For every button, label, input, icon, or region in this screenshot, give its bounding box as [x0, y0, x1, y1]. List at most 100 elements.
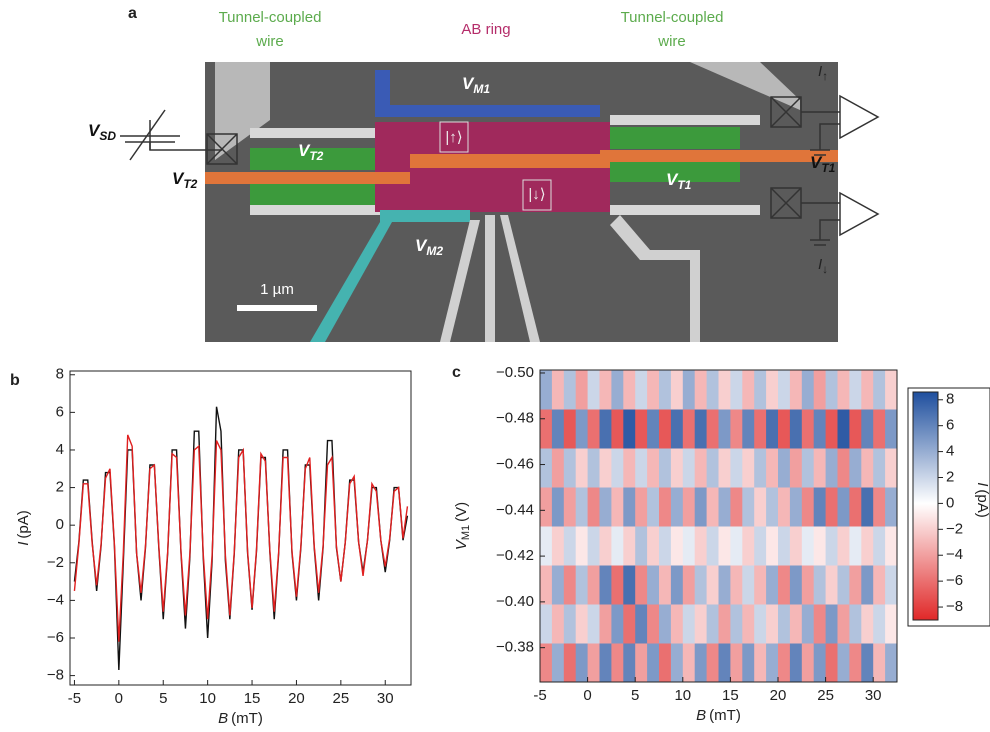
heat-cell [766, 487, 778, 527]
heat-cell [885, 526, 897, 566]
heat-cell [802, 370, 814, 410]
heat-cell [742, 370, 754, 410]
y-tick-label: −0.50 [496, 364, 534, 381]
heat-cell [730, 526, 742, 566]
heat-cell [588, 487, 600, 527]
axis-label: I(pA) [15, 510, 32, 546]
heat-cell [552, 487, 564, 527]
heat-cell [540, 448, 552, 488]
heat-cell [849, 448, 861, 488]
heat-cell [659, 526, 671, 566]
heat-cell [719, 370, 731, 410]
heat-cell [623, 526, 635, 566]
sem-image [120, 62, 878, 342]
heat-cell [576, 487, 588, 527]
y-tick-label: −0.42 [496, 547, 534, 564]
heat-cell [754, 526, 766, 566]
heat-cell [635, 604, 647, 644]
heat-cell [611, 604, 623, 644]
heat-cell [564, 487, 576, 527]
heat-cell [873, 604, 885, 644]
heat-cell [623, 643, 635, 683]
heat-cell [611, 565, 623, 605]
gate-label: VSD [88, 121, 116, 143]
x-tick-label: 30 [865, 687, 882, 704]
heat-cell [861, 604, 873, 644]
heat-cell [635, 643, 647, 683]
heat-cell [838, 370, 850, 410]
heat-cell [611, 370, 623, 410]
x-tick-label: 20 [770, 687, 787, 704]
heat-cell [826, 487, 838, 527]
y-tick-label: −0.44 [496, 501, 534, 518]
gate-label: VT2 [172, 169, 198, 191]
heat-cell [695, 448, 707, 488]
heat-cell [790, 526, 802, 566]
heat-cell [826, 448, 838, 488]
heat-cell [600, 643, 612, 683]
heat-cell [766, 565, 778, 605]
y-tick-label: 6 [56, 403, 64, 420]
heat-cell [540, 604, 552, 644]
y-tick-label: −0.46 [496, 456, 534, 473]
heat-cell [695, 565, 707, 605]
heat-cell [802, 643, 814, 683]
heat-cell [719, 409, 731, 449]
heat-cell [552, 643, 564, 683]
heat-cell [790, 487, 802, 527]
wire-label: wire [255, 33, 284, 50]
heat-cell [623, 487, 635, 527]
heat-cell [766, 526, 778, 566]
heat-cell [659, 448, 671, 488]
heat-cell [838, 565, 850, 605]
heat-cell [719, 487, 731, 527]
y-tick-label: 0 [56, 516, 64, 533]
axis-symbol: I [15, 542, 32, 546]
heat-cell [790, 370, 802, 410]
heat-cell [552, 448, 564, 488]
heat-cell [635, 370, 647, 410]
heat-cell [861, 565, 873, 605]
heat-cell [647, 604, 659, 644]
colorbar-tick-label: −6 [946, 572, 963, 589]
heat-cell [814, 448, 826, 488]
heat-cell [707, 643, 719, 683]
heat-cell [659, 409, 671, 449]
heat-cell [683, 487, 695, 527]
heat-cell [885, 370, 897, 410]
heat-cell [683, 526, 695, 566]
heat-cell [552, 526, 564, 566]
x-tick-label: -5 [68, 690, 81, 707]
heat-cell [826, 643, 838, 683]
heat-cell [742, 448, 754, 488]
heat-cell [659, 643, 671, 683]
heat-cell [849, 409, 861, 449]
axis-unit: (pA) [974, 489, 990, 517]
heat-cell [838, 526, 850, 566]
x-tick-label: 0 [583, 687, 591, 704]
heat-cell [730, 643, 742, 683]
heat-cell [659, 370, 671, 410]
heat-cell [576, 643, 588, 683]
x-tick-label: 5 [631, 687, 639, 704]
wire-label: Tunnel-coupled [219, 9, 322, 26]
heat-cell [826, 409, 838, 449]
y-tick-label: −0.38 [496, 639, 534, 656]
heat-cell [671, 370, 683, 410]
heat-cell [861, 643, 873, 683]
heat-cell [778, 643, 790, 683]
heat-cell [552, 604, 564, 644]
heat-cell [742, 643, 754, 683]
heat-cell [659, 604, 671, 644]
heat-cell [802, 565, 814, 605]
heat-cell [600, 604, 612, 644]
heat-cell [885, 565, 897, 605]
heat-cell [707, 409, 719, 449]
heat-cell [814, 370, 826, 410]
heat-cell [695, 604, 707, 644]
heat-cell [861, 487, 873, 527]
heat-cell [635, 448, 647, 488]
heat-cell [849, 604, 861, 644]
heat-cell [849, 565, 861, 605]
heat-cell [754, 565, 766, 605]
